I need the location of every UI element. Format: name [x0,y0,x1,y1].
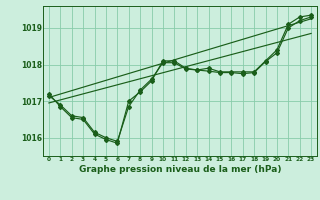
X-axis label: Graphe pression niveau de la mer (hPa): Graphe pression niveau de la mer (hPa) [79,165,281,174]
